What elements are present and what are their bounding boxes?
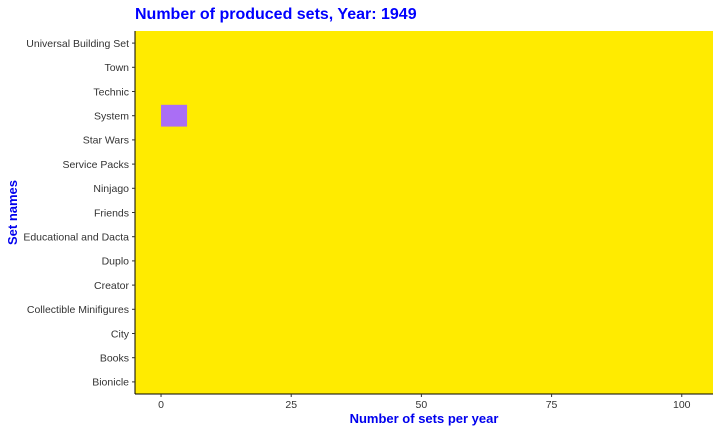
bars-layer [161, 104, 188, 127]
y-tick-label: Bionicle [92, 377, 129, 389]
y-tick-label: Universal Building Set [26, 38, 129, 50]
y-tick-label: Town [104, 62, 129, 74]
y-tick-label: Ninjago [93, 183, 129, 195]
x-tick-label: 100 [673, 399, 691, 411]
x-axis-title: Number of sets per year [350, 411, 499, 426]
y-tick-label: Collectible Minifigures [27, 304, 129, 316]
x-tick-label: 75 [546, 399, 558, 411]
x-ticks-layer: 0 25 50 75 100 [158, 394, 691, 411]
y-tick-label: Technic [93, 86, 129, 98]
bar-system [161, 104, 188, 127]
x-tick-label: 25 [285, 399, 297, 411]
y-tick-label: Educational and Dacta [23, 232, 129, 244]
y-ticks-layer: Universal Building Set Town Technic System S… [23, 38, 135, 389]
y-tick-label: Star Wars [83, 135, 129, 147]
chart-title: Number of produced sets, Year: 1949 [135, 6, 417, 23]
plot-panel [135, 31, 713, 394]
x-tick-label: 0 [158, 399, 164, 411]
y-axis-title: Set names [5, 180, 20, 245]
y-tick-label: Service Packs [62, 159, 129, 171]
y-tick-label: Books [100, 353, 129, 365]
x-tick-label: 50 [416, 399, 428, 411]
y-tick-label: City [111, 328, 130, 340]
y-tick-label: Creator [94, 280, 130, 292]
y-tick-label: Friends [94, 207, 129, 219]
y-tick-label: Duplo [102, 256, 130, 268]
y-tick-label: System [94, 111, 129, 123]
